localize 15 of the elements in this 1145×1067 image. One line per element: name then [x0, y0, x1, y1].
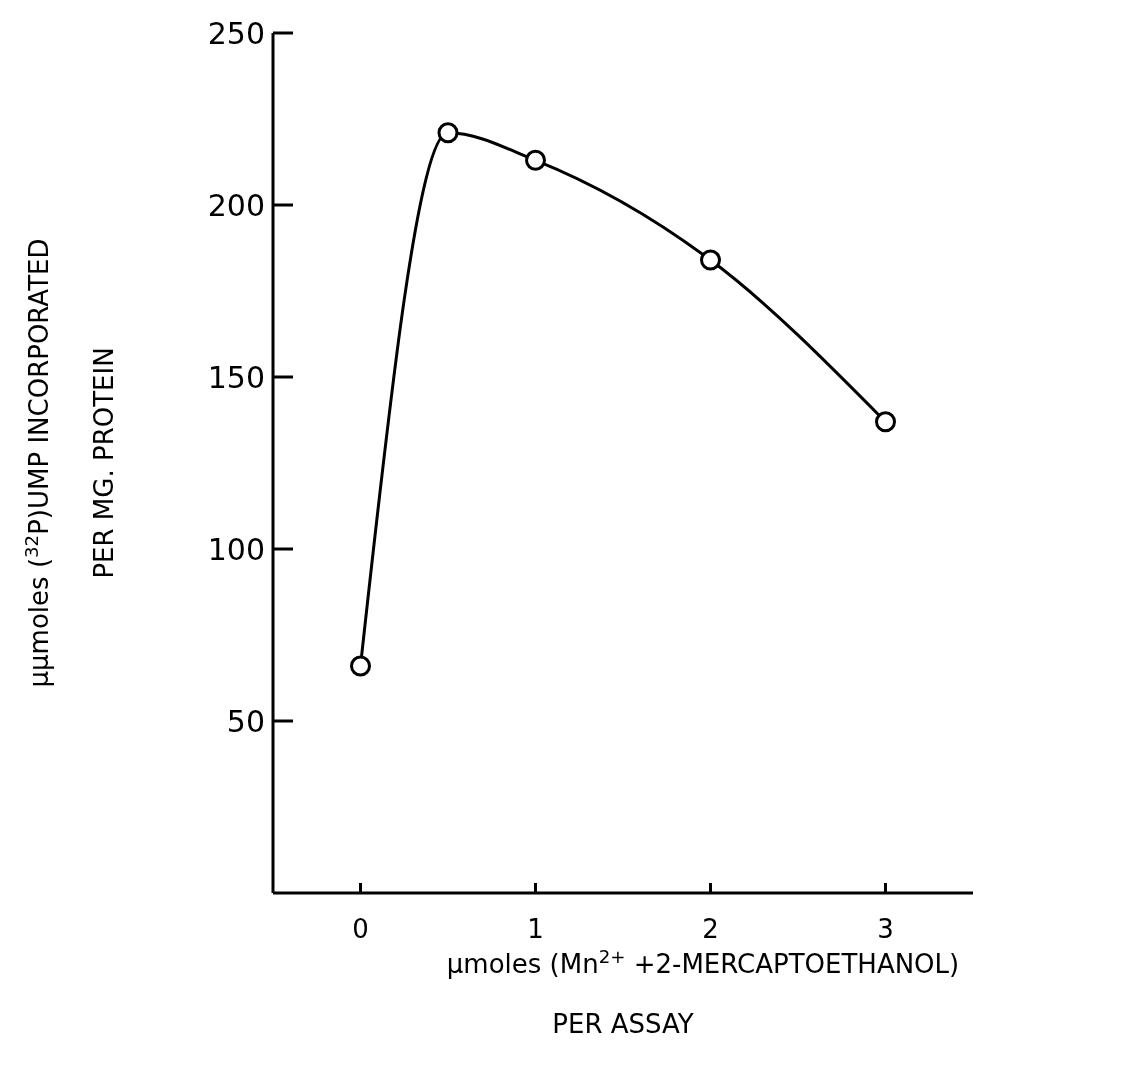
y-tick-label: 250	[207, 15, 265, 51]
x-tick-label: 2	[702, 914, 719, 944]
y-tick-label: 150	[207, 359, 265, 395]
y-tick-label: 50	[226, 703, 265, 739]
x-tick-label: 3	[877, 914, 894, 944]
x-tick-label: 0	[352, 914, 369, 944]
point	[875, 411, 896, 433]
point	[350, 655, 371, 677]
point	[437, 122, 459, 144]
x-tick-label: 1	[527, 914, 544, 944]
point	[525, 149, 546, 171]
y-tick-label: 200	[207, 187, 265, 223]
x-axis-title: μmoles (Mn$^{2+}$ +2-MERCAPTOETHANOL) PER ASSAY	[446, 945, 960, 1039]
y-tick-label: 100	[207, 531, 265, 567]
point	[700, 249, 721, 271]
